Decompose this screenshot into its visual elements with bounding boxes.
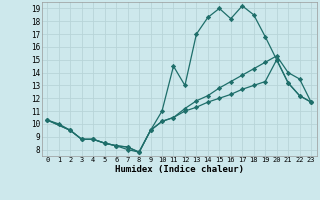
X-axis label: Humidex (Indice chaleur): Humidex (Indice chaleur) [115,165,244,174]
